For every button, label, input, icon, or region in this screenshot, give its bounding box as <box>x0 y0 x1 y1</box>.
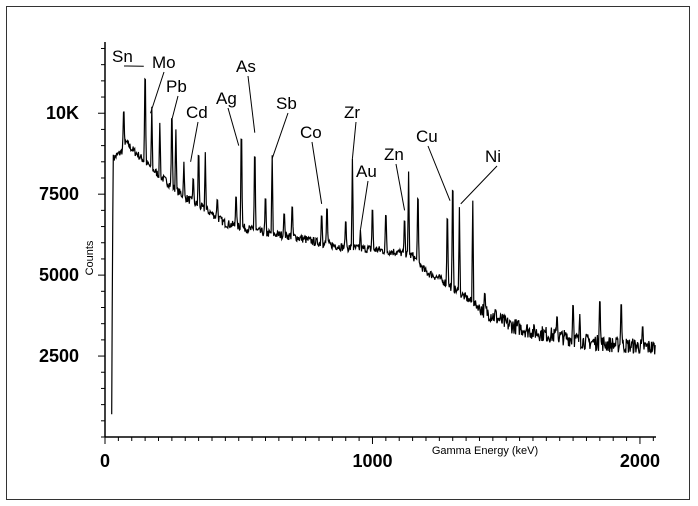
y-tick-label: 2500 <box>39 346 79 366</box>
peak-leader-line <box>427 145 451 201</box>
peak-label-ni: Ni <box>485 147 501 166</box>
peak-label-as: As <box>236 57 256 76</box>
peak-leader-line <box>247 75 256 133</box>
y-tick-label: 7500 <box>39 184 79 204</box>
y-tick-label: 5000 <box>39 265 79 285</box>
peak-leader-line <box>359 180 369 230</box>
peak-label-au: Au <box>356 162 377 181</box>
spectrum-line <box>111 77 656 415</box>
peak-label-zr: Zr <box>344 103 360 122</box>
peak-label-cd: Cd <box>186 103 208 122</box>
peak-label-sn: Sn <box>112 47 133 66</box>
peak-leader-line <box>395 163 406 211</box>
x-axis-label: Gamma Energy (keV) <box>432 445 538 457</box>
x-tick-label: 1000 <box>352 451 392 471</box>
spectrum-series <box>111 77 656 415</box>
peak-label-pb: Pb <box>166 77 187 96</box>
peak-leader-line <box>271 112 289 159</box>
axis-labels: Counts Gamma Energy (keV) <box>84 240 538 457</box>
peak-label-cu: Cu <box>416 127 438 146</box>
y-tick-label: 10K <box>46 103 79 123</box>
peak-leader-line <box>311 141 323 204</box>
peak-leader-line <box>190 121 199 162</box>
x-tick-label: 2000 <box>620 451 660 471</box>
axes: 2500 5000 7500 10K 0 1000 2000 <box>39 42 660 471</box>
peak-label-ag: Ag <box>216 89 237 108</box>
peak-leader-line <box>351 121 357 159</box>
peak-leader-line <box>460 165 498 205</box>
x-tick-label: 0 <box>100 451 110 471</box>
peak-leader-line <box>227 107 240 146</box>
peak-label-zn: Zn <box>384 145 404 164</box>
peak-label-mo: Mo <box>152 53 176 72</box>
chart-frame <box>6 6 690 500</box>
peak-label-co: Co <box>300 123 322 142</box>
peak-leader-line <box>149 71 165 114</box>
peak-label-sb: Sb <box>276 94 297 113</box>
peak-leader-line <box>171 95 179 120</box>
y-axis-label: Counts <box>84 240 96 275</box>
